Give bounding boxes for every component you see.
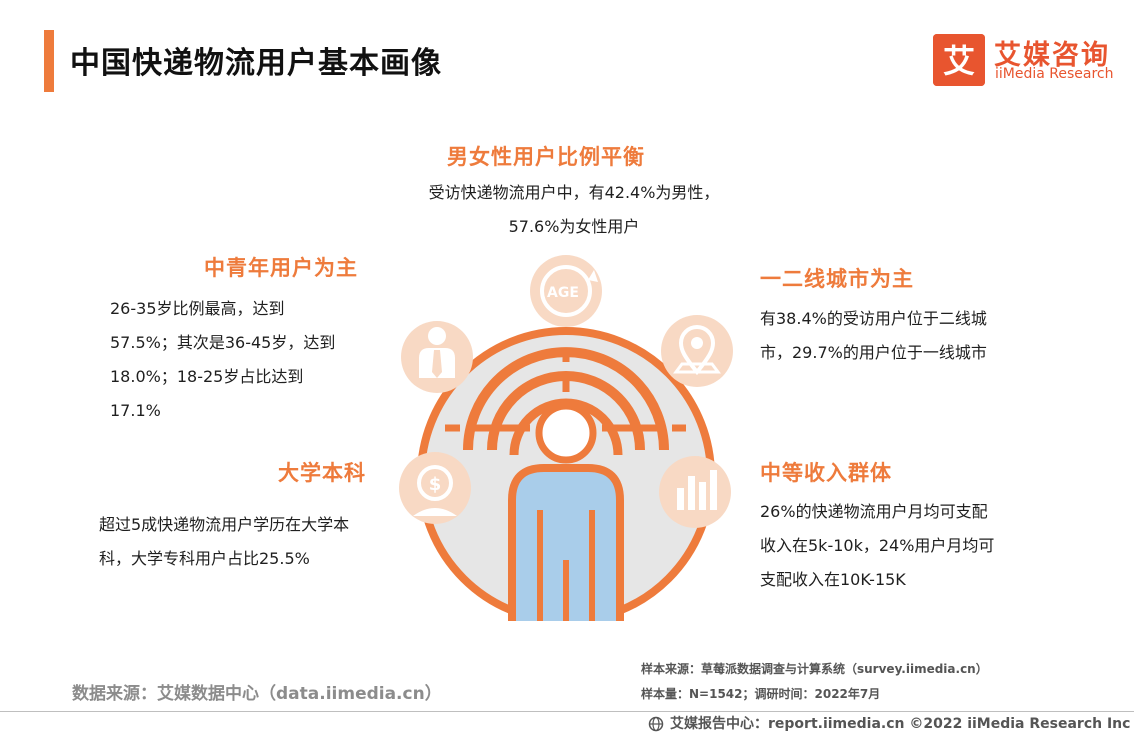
- location-pin-icon: [661, 315, 733, 387]
- svg-text:$: $: [429, 474, 442, 495]
- text-line: 受访快递物流用户中，有42.4%为男性，: [428, 183, 720, 202]
- gender-section-text: 受访快递物流用户中，有42.4%为男性， 57.6%为女性用户: [404, 176, 744, 244]
- data-source: 数据来源：艾媒数据中心（data.iimedia.cn）: [72, 684, 442, 704]
- text-line: 支配收入在10K-15K: [760, 570, 906, 589]
- text-line: 超过5成快递物流用户学历在大学本: [99, 515, 350, 534]
- businessman-icon: [401, 321, 473, 393]
- text-line: 市，29.7%的用户位于一线城市: [760, 343, 987, 362]
- age-section-title: 中青年用户为主: [204, 256, 358, 280]
- text-line: 有38.4%的受访用户位于二线城: [760, 309, 987, 328]
- education-section-title: 大学本科: [278, 461, 366, 485]
- iimedia-logo-mark: 艾: [933, 34, 985, 86]
- text-line: 57.6%为女性用户: [508, 217, 640, 236]
- dollar-graduate-icon: $: [399, 452, 471, 524]
- income-section-title: 中等收入群体: [760, 461, 892, 485]
- logo-text-cn: 艾媒咨询: [994, 40, 1110, 71]
- sample-source: 样本来源：草莓派数据调查与计算系统（survey.iimedia.cn）: [641, 662, 988, 676]
- logo-mark-text: 艾: [943, 42, 975, 80]
- text-line: 17.1%: [110, 401, 161, 420]
- text-line: 18.0%；18-25岁占比达到: [110, 367, 304, 386]
- gender-section-title: 男女性用户比例平衡: [447, 145, 645, 169]
- report-center-link[interactable]: 艾媒报告中心：report.iimedia.cn ©2022 iiMedia R…: [670, 716, 1131, 732]
- text-line: 26-35岁比例最高，达到: [110, 299, 285, 318]
- title-accent-bar: [44, 30, 54, 92]
- globe-icon: [648, 713, 664, 736]
- age-icon-label: AGE: [547, 285, 579, 301]
- income-section-text: 26%的快递物流用户月均可支配 收入在5k-10k，24%用户月均可 支配收入在…: [760, 495, 994, 597]
- text-line: 收入在5k-10k，24%用户月均可: [760, 536, 995, 555]
- text-line: 26%的快递物流用户月均可支配: [760, 502, 988, 521]
- logo-mark-icon: 艾: [933, 34, 985, 86]
- education-section-text: 超过5成快递物流用户学历在大学本 科，大学专科用户占比25.5%: [99, 508, 349, 576]
- sample-size: 样本量：N=1542；调研时间：2022年7月: [641, 687, 881, 701]
- person-head: [535, 402, 597, 464]
- age-section-text: 26-35岁比例最高，达到 57.5%；其次是36-45岁，达到 18.0%；1…: [110, 292, 335, 428]
- age-icon: AGE: [530, 255, 602, 327]
- city-section-title: 一二线城市为主: [760, 267, 914, 291]
- text-line: 科，大学专科用户占比25.5%: [99, 549, 310, 568]
- bar-chart-icon: [659, 456, 731, 528]
- person-limb-lines: [537, 510, 595, 625]
- crosshair-lines: [445, 348, 686, 432]
- person-base-mask: [505, 621, 627, 629]
- page-title: 中国快递物流用户基本画像: [70, 46, 442, 81]
- footer-divider: [0, 711, 1134, 712]
- logo-text-en: iiMedia Research: [995, 66, 1114, 82]
- text-line: 57.5%；其次是36-45岁，达到: [110, 333, 336, 352]
- city-section-text: 有38.4%的受访用户位于二线城 市，29.7%的用户位于一线城市: [760, 302, 987, 370]
